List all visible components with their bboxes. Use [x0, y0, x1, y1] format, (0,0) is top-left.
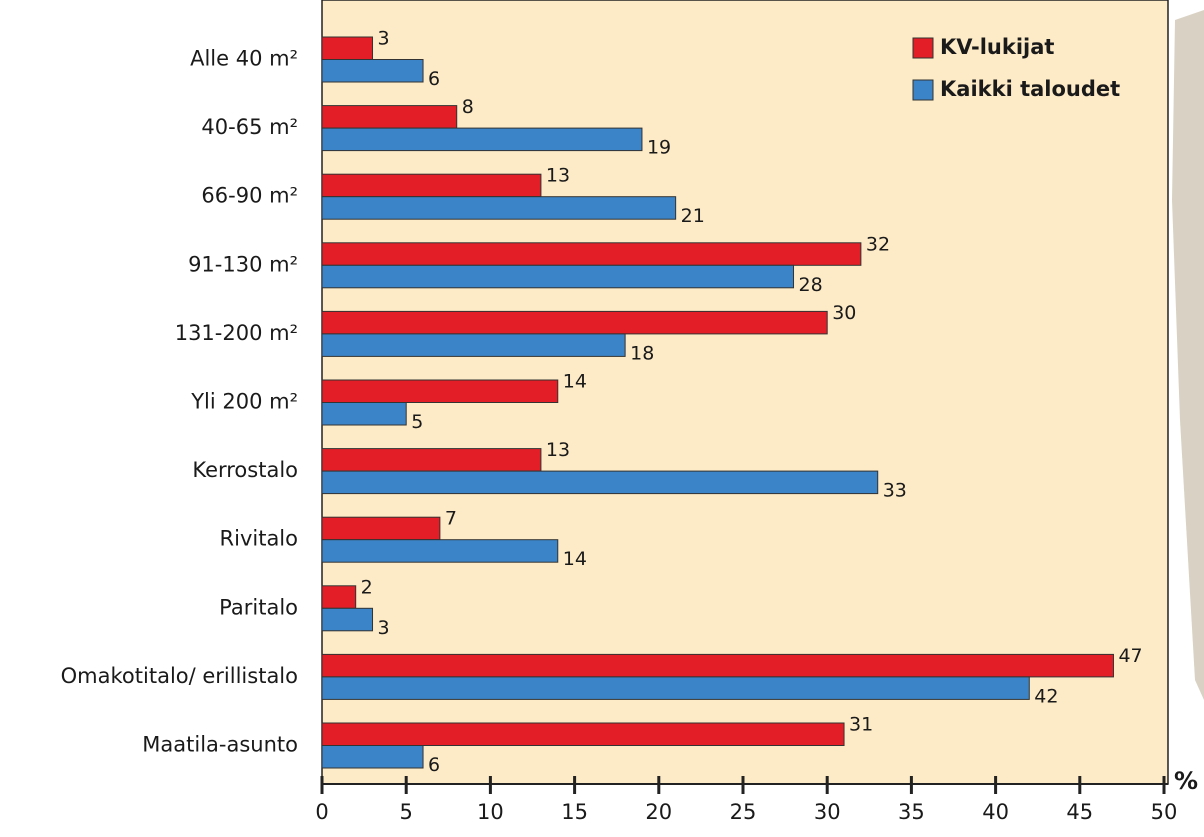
- y-tick-label: Yli 200 m²: [190, 390, 298, 414]
- value-label: 32: [866, 233, 890, 255]
- value-label: 42: [1034, 685, 1058, 707]
- legend-label: Kaikki taloudet: [940, 77, 1120, 101]
- value-label: 28: [799, 274, 823, 296]
- bar: [321, 196, 677, 220]
- x-tick-label: 10: [477, 800, 504, 824]
- bar: [321, 585, 357, 609]
- x-tick-label: 20: [645, 800, 672, 824]
- y-tick-label: 131-200 m²: [175, 321, 298, 345]
- value-label: 2: [361, 576, 373, 598]
- y-tick-label: 40-65 m²: [201, 115, 298, 139]
- background-photo: [1172, 10, 1204, 700]
- value-label: 47: [1118, 645, 1142, 667]
- value-label: 3: [378, 617, 390, 639]
- x-tick-label: 0: [315, 800, 328, 824]
- x-tick-label: 25: [730, 800, 757, 824]
- bar: [321, 127, 643, 152]
- bar: [321, 242, 862, 266]
- value-label: 33: [883, 480, 907, 502]
- x-tick-label: 5: [400, 800, 413, 824]
- legend-swatch: [912, 37, 934, 59]
- bar: [321, 722, 845, 746]
- value-label: 3: [378, 28, 390, 50]
- bar: [321, 402, 407, 426]
- value-label: 8: [462, 96, 474, 118]
- value-label: 18: [630, 342, 654, 364]
- y-tick-label: Paritalo: [219, 595, 298, 619]
- bar: [321, 59, 424, 83]
- bar: [321, 333, 626, 357]
- value-label: 31: [849, 714, 873, 736]
- y-tick-label: 91-130 m²: [188, 252, 298, 276]
- bar: [321, 379, 559, 403]
- value-label: 5: [411, 411, 423, 433]
- x-unit: %: [1174, 767, 1198, 795]
- y-tick-label: Omakotitalo/ erillistalo: [61, 664, 298, 688]
- x-tick-label: 35: [898, 800, 925, 824]
- value-label: 30: [832, 302, 856, 324]
- y-tick-label: Maatila-asunto: [142, 733, 298, 757]
- x-tick-label: 15: [561, 800, 588, 824]
- y-tick-label: Alle 40 m²: [190, 47, 298, 71]
- value-label: 13: [546, 165, 570, 187]
- legend-label: KV-lukijat: [940, 35, 1054, 59]
- bar: [321, 470, 879, 495]
- bar: [321, 676, 1030, 700]
- x-tick-label: 50: [1151, 800, 1178, 824]
- value-label: 6: [428, 68, 440, 90]
- bar: [321, 310, 828, 335]
- x-tick-label: 45: [1066, 800, 1093, 824]
- bar: [321, 448, 542, 472]
- x-tick-label: 30: [814, 800, 841, 824]
- bar: [321, 36, 374, 60]
- value-label: 14: [563, 548, 587, 570]
- y-tick-label: Rivitalo: [220, 527, 298, 551]
- bar: [321, 516, 441, 541]
- bar: [321, 653, 1114, 678]
- bar: [321, 539, 559, 563]
- bar: [321, 173, 542, 198]
- value-label: 14: [563, 371, 587, 393]
- value-label: 19: [647, 137, 671, 159]
- value-label: 21: [681, 205, 705, 227]
- bar: [321, 745, 424, 769]
- y-tick-label: Kerrostalo: [192, 458, 298, 482]
- legend-swatch: [912, 79, 934, 101]
- value-label: 13: [546, 439, 570, 461]
- bar: [321, 607, 374, 632]
- bar: [321, 264, 795, 289]
- y-tick-label: 66-90 m²: [201, 184, 298, 208]
- bar: [321, 105, 458, 129]
- value-label: 7: [445, 508, 457, 530]
- value-label: 6: [428, 754, 440, 776]
- x-tick-label: 40: [982, 800, 1009, 824]
